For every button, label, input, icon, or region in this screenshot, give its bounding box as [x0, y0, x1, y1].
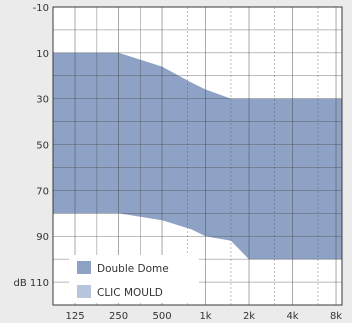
- y-tick-label: 30: [36, 95, 49, 106]
- x-tick-label: 250: [109, 311, 128, 322]
- y-tick-label: -10: [33, 3, 49, 14]
- x-tick-label: 4k: [286, 311, 298, 322]
- x-tick-label: 8k: [330, 311, 342, 322]
- y-tick-label: dB 110: [14, 278, 49, 289]
- plot-frame: [52, 6, 343, 306]
- x-tick-label: 500: [152, 311, 171, 322]
- y-tick-label: 90: [36, 232, 49, 243]
- legend-label: Double Dome: [97, 263, 169, 275]
- y-tick-label: 50: [36, 141, 49, 152]
- series-area-1: [53, 52, 342, 260]
- x-tick-label: 125: [65, 311, 84, 322]
- y-tick-label: 70: [36, 186, 49, 197]
- legend-swatch: [77, 261, 91, 274]
- legend-label: CLIC MOULD: [97, 287, 163, 299]
- legend-swatch: [77, 285, 91, 298]
- y-tick-label: 10: [36, 49, 49, 60]
- x-tick-label: 1k: [199, 311, 211, 322]
- x-tick-label: 2k: [243, 311, 255, 322]
